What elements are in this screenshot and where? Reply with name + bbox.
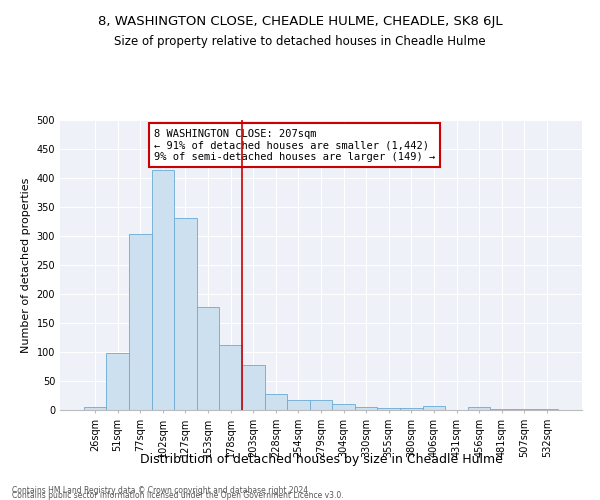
Bar [287,400,310,410]
Bar [310,400,332,410]
Text: Distribution of detached houses by size in Cheadle Hulme: Distribution of detached houses by size … [140,452,502,466]
Bar [220,345,242,410]
Bar [355,407,377,410]
Bar [513,409,536,410]
Text: Contains HM Land Registry data © Crown copyright and database right 2024.: Contains HM Land Registry data © Crown c… [12,486,311,495]
Bar [106,352,129,410]
Bar [377,408,400,410]
Bar [400,408,422,410]
Bar [536,409,558,410]
Bar [490,409,513,410]
Bar [242,366,265,410]
Text: 8, WASHINGTON CLOSE, CHEADLE HULME, CHEADLE, SK8 6JL: 8, WASHINGTON CLOSE, CHEADLE HULME, CHEA… [98,15,502,28]
Text: 8 WASHINGTON CLOSE: 207sqm
← 91% of detached houses are smaller (1,442)
9% of se: 8 WASHINGTON CLOSE: 207sqm ← 91% of deta… [154,128,435,162]
Y-axis label: Number of detached properties: Number of detached properties [21,178,31,352]
Bar [129,234,152,410]
Bar [84,407,106,410]
Text: Contains public sector information licensed under the Open Government Licence v3: Contains public sector information licen… [12,491,344,500]
Bar [174,218,197,410]
Bar [152,170,174,410]
Bar [197,308,220,410]
Bar [422,406,445,410]
Text: Size of property relative to detached houses in Cheadle Hulme: Size of property relative to detached ho… [114,35,486,48]
Bar [332,404,355,410]
Bar [468,407,490,410]
Bar [265,394,287,410]
